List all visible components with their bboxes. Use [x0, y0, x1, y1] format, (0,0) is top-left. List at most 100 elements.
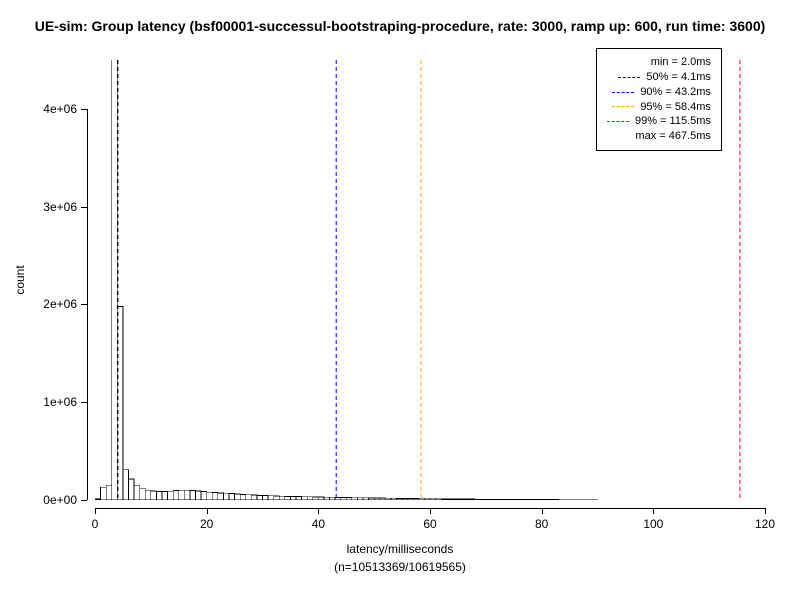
- legend-label: max = 467.5ms: [635, 129, 711, 144]
- histogram-bar: [285, 496, 291, 500]
- x-tick-label: 60: [423, 517, 436, 531]
- histogram-bar: [503, 499, 509, 500]
- histogram-bar: [352, 498, 358, 500]
- histogram-bar: [424, 499, 430, 500]
- histogram-bar: [369, 498, 375, 500]
- histogram-bar: [385, 498, 391, 500]
- x-tick: [542, 508, 543, 514]
- histogram-bar: [123, 470, 129, 500]
- histogram-bar: [447, 499, 453, 500]
- histogram-bar: [257, 495, 263, 500]
- histogram-bar: [184, 490, 190, 500]
- histogram-bar: [196, 491, 202, 500]
- histogram-bar: [145, 490, 151, 500]
- histogram-bar: [374, 498, 380, 500]
- histogram-bar: [497, 499, 503, 500]
- histogram-bar: [106, 485, 112, 500]
- y-tick-label: 4e+06: [29, 102, 77, 116]
- legend-label: 50% = 4.1ms: [646, 70, 711, 85]
- x-axis-sublabel: (n=10513369/10619565): [0, 560, 800, 574]
- y-tick-label: 1e+06: [29, 395, 77, 409]
- histogram-bar: [430, 499, 436, 500]
- histogram-bar: [324, 497, 330, 500]
- histogram-bar: [313, 497, 319, 500]
- x-tick-label: 80: [535, 517, 548, 531]
- histogram-bar: [464, 499, 470, 500]
- x-tick-label: 20: [200, 517, 213, 531]
- x-tick: [765, 508, 766, 514]
- histogram-bar: [475, 499, 481, 500]
- histogram-bar: [201, 491, 207, 500]
- histogram-bar: [391, 498, 397, 500]
- histogram-bar: [173, 491, 179, 500]
- histogram-bar: [363, 498, 369, 500]
- x-tick: [430, 508, 431, 514]
- legend-swatch: [618, 77, 640, 78]
- x-tick-label: 0: [92, 517, 99, 531]
- histogram-bar: [229, 494, 235, 500]
- histogram-bar: [274, 496, 280, 500]
- legend-item: 95% = 58.4ms: [607, 100, 711, 115]
- histogram-bar: [402, 499, 408, 500]
- histogram-bar: [380, 498, 386, 500]
- legend-item: 50% = 4.1ms: [607, 70, 711, 85]
- histogram-bar: [246, 495, 252, 500]
- histogram-bar: [268, 496, 274, 500]
- histogram-bar: [129, 479, 135, 500]
- y-tick: [81, 207, 87, 208]
- legend-item: max = 467.5ms: [607, 129, 711, 144]
- histogram-bar: [480, 499, 486, 500]
- histogram-bar: [419, 499, 425, 500]
- histogram-bar: [162, 492, 168, 500]
- histogram-bar: [95, 499, 101, 500]
- y-tick: [81, 304, 87, 305]
- y-tick-label: 3e+06: [29, 200, 77, 214]
- histogram-bar: [307, 497, 313, 500]
- legend-label: 99% = 115.5ms: [635, 114, 711, 129]
- histogram-bar: [346, 498, 352, 500]
- histogram-bar: [458, 499, 464, 500]
- legend-swatch: [607, 121, 629, 122]
- histogram-bar: [156, 491, 162, 500]
- histogram-bar: [341, 497, 347, 500]
- x-tick: [95, 508, 96, 514]
- histogram-bar: [235, 494, 241, 500]
- histogram-bar: [397, 498, 403, 500]
- legend-label: min = 2.0ms: [651, 55, 711, 70]
- histogram-bar: [330, 497, 336, 500]
- histogram-bar: [151, 491, 157, 500]
- histogram-bar: [436, 499, 442, 500]
- histogram-bar: [112, 60, 118, 500]
- histogram-bar: [212, 493, 218, 500]
- histogram-bar: [413, 499, 419, 500]
- histogram-bar: [134, 485, 140, 500]
- x-tick-label: 40: [312, 517, 325, 531]
- histogram-bar: [218, 493, 224, 500]
- histogram-bar: [140, 488, 146, 500]
- x-tick: [318, 508, 319, 514]
- histogram-bar: [357, 498, 363, 500]
- y-tick: [81, 109, 87, 110]
- histogram-bar: [240, 494, 246, 500]
- histogram-bar: [408, 499, 414, 500]
- histogram-bar: [290, 496, 296, 500]
- histogram-bar: [263, 496, 269, 500]
- histogram-bar: [207, 492, 213, 500]
- x-axis-label: latency/milliseconds: [0, 542, 800, 556]
- y-tick-label: 2e+06: [29, 297, 77, 311]
- x-tick: [207, 508, 208, 514]
- histogram-bar: [452, 499, 458, 500]
- histogram-bar: [469, 499, 475, 500]
- legend-item: 90% = 43.2ms: [607, 85, 711, 100]
- histogram-bar: [486, 499, 492, 500]
- histogram-bar: [101, 487, 107, 500]
- legend-swatch: [612, 92, 634, 93]
- x-tick-label: 100: [643, 517, 663, 531]
- legend-label: 90% = 43.2ms: [640, 85, 711, 100]
- histogram-bar: [519, 499, 525, 500]
- histogram-bar: [296, 497, 302, 500]
- legend-item: min = 2.0ms: [607, 55, 711, 70]
- histogram-bar: [168, 491, 174, 500]
- histogram-bar: [279, 496, 285, 500]
- y-tick: [81, 500, 87, 501]
